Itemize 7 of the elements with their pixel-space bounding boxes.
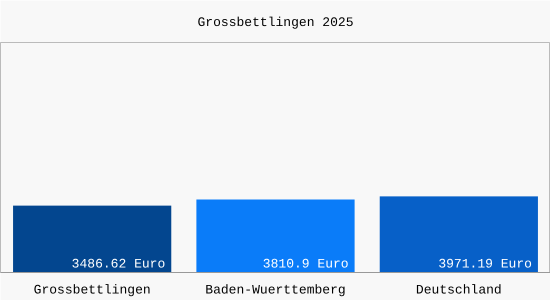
x-tick-label: Baden-Wuerttemberg bbox=[205, 282, 346, 298]
x-tick-label: Grossbettlingen bbox=[34, 282, 151, 298]
data-label: 3486.62 Euro bbox=[72, 256, 166, 272]
x-tick-label: Deutschland bbox=[416, 282, 502, 298]
data-label: 3971.19 Euro bbox=[438, 256, 532, 272]
data-label: 3810.9 Euro bbox=[262, 256, 349, 272]
chart-title: Grossbettlingen 2025 bbox=[197, 15, 354, 30]
